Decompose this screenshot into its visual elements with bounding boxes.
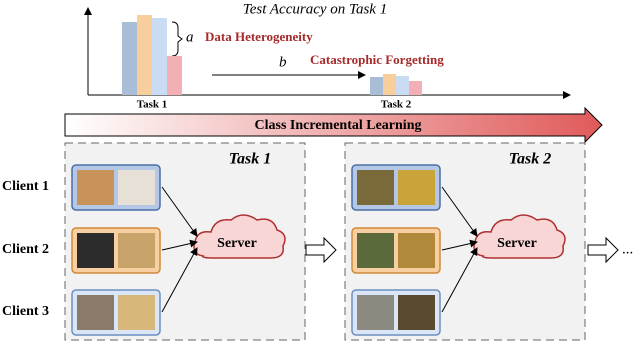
- server-label: Server: [497, 236, 537, 251]
- bar: [137, 15, 152, 95]
- accuracy-chart: Test Accuracy on Task 1 a Data Heterogen…: [84, 1, 571, 99]
- bar: [409, 81, 422, 95]
- image: [357, 295, 394, 330]
- bar: [383, 74, 396, 95]
- image: [398, 170, 435, 205]
- server-label: Server: [217, 236, 257, 251]
- image: [398, 295, 435, 330]
- brace: [171, 21, 183, 57]
- label-b: b: [279, 54, 287, 70]
- ellipsis: ...: [622, 241, 633, 257]
- image: [77, 233, 114, 268]
- image: [357, 170, 394, 205]
- x-tick-label: Task 2: [381, 99, 412, 111]
- image: [118, 295, 155, 330]
- panel-title: Task 1: [229, 151, 272, 168]
- label-a: a: [186, 29, 194, 45]
- image: [118, 170, 155, 205]
- bar: [370, 77, 383, 95]
- bar: [152, 18, 167, 95]
- image: [398, 233, 435, 268]
- hollow-arrow: [587, 236, 619, 264]
- arrow: [441, 186, 478, 237]
- arrow: [161, 247, 198, 313]
- client-label: Client 2: [2, 242, 49, 257]
- annotation: Data Heterogeneity: [205, 29, 313, 44]
- image: [357, 233, 394, 268]
- client-label: Client 1: [2, 179, 49, 194]
- x-tick-label: Task 1: [137, 99, 167, 111]
- banner: Class Incremental Learning: [255, 118, 422, 133]
- panel-title: Task 2: [509, 151, 552, 168]
- arrow: [441, 247, 478, 313]
- hollow-arrow: [305, 236, 337, 264]
- banner-arrow: [64, 106, 603, 144]
- arrow: [161, 186, 198, 237]
- bar: [396, 76, 409, 95]
- arrow: [161, 239, 198, 251]
- image: [77, 170, 114, 205]
- image: [77, 295, 114, 330]
- chart-title: Test Accuracy on Task 1: [243, 1, 387, 17]
- bar: [167, 56, 182, 95]
- image: [118, 233, 155, 268]
- client-label: Client 3: [2, 304, 49, 319]
- arrow: [441, 239, 478, 251]
- bar: [122, 22, 137, 95]
- annotation: Catastrophic Forgetting: [310, 52, 444, 67]
